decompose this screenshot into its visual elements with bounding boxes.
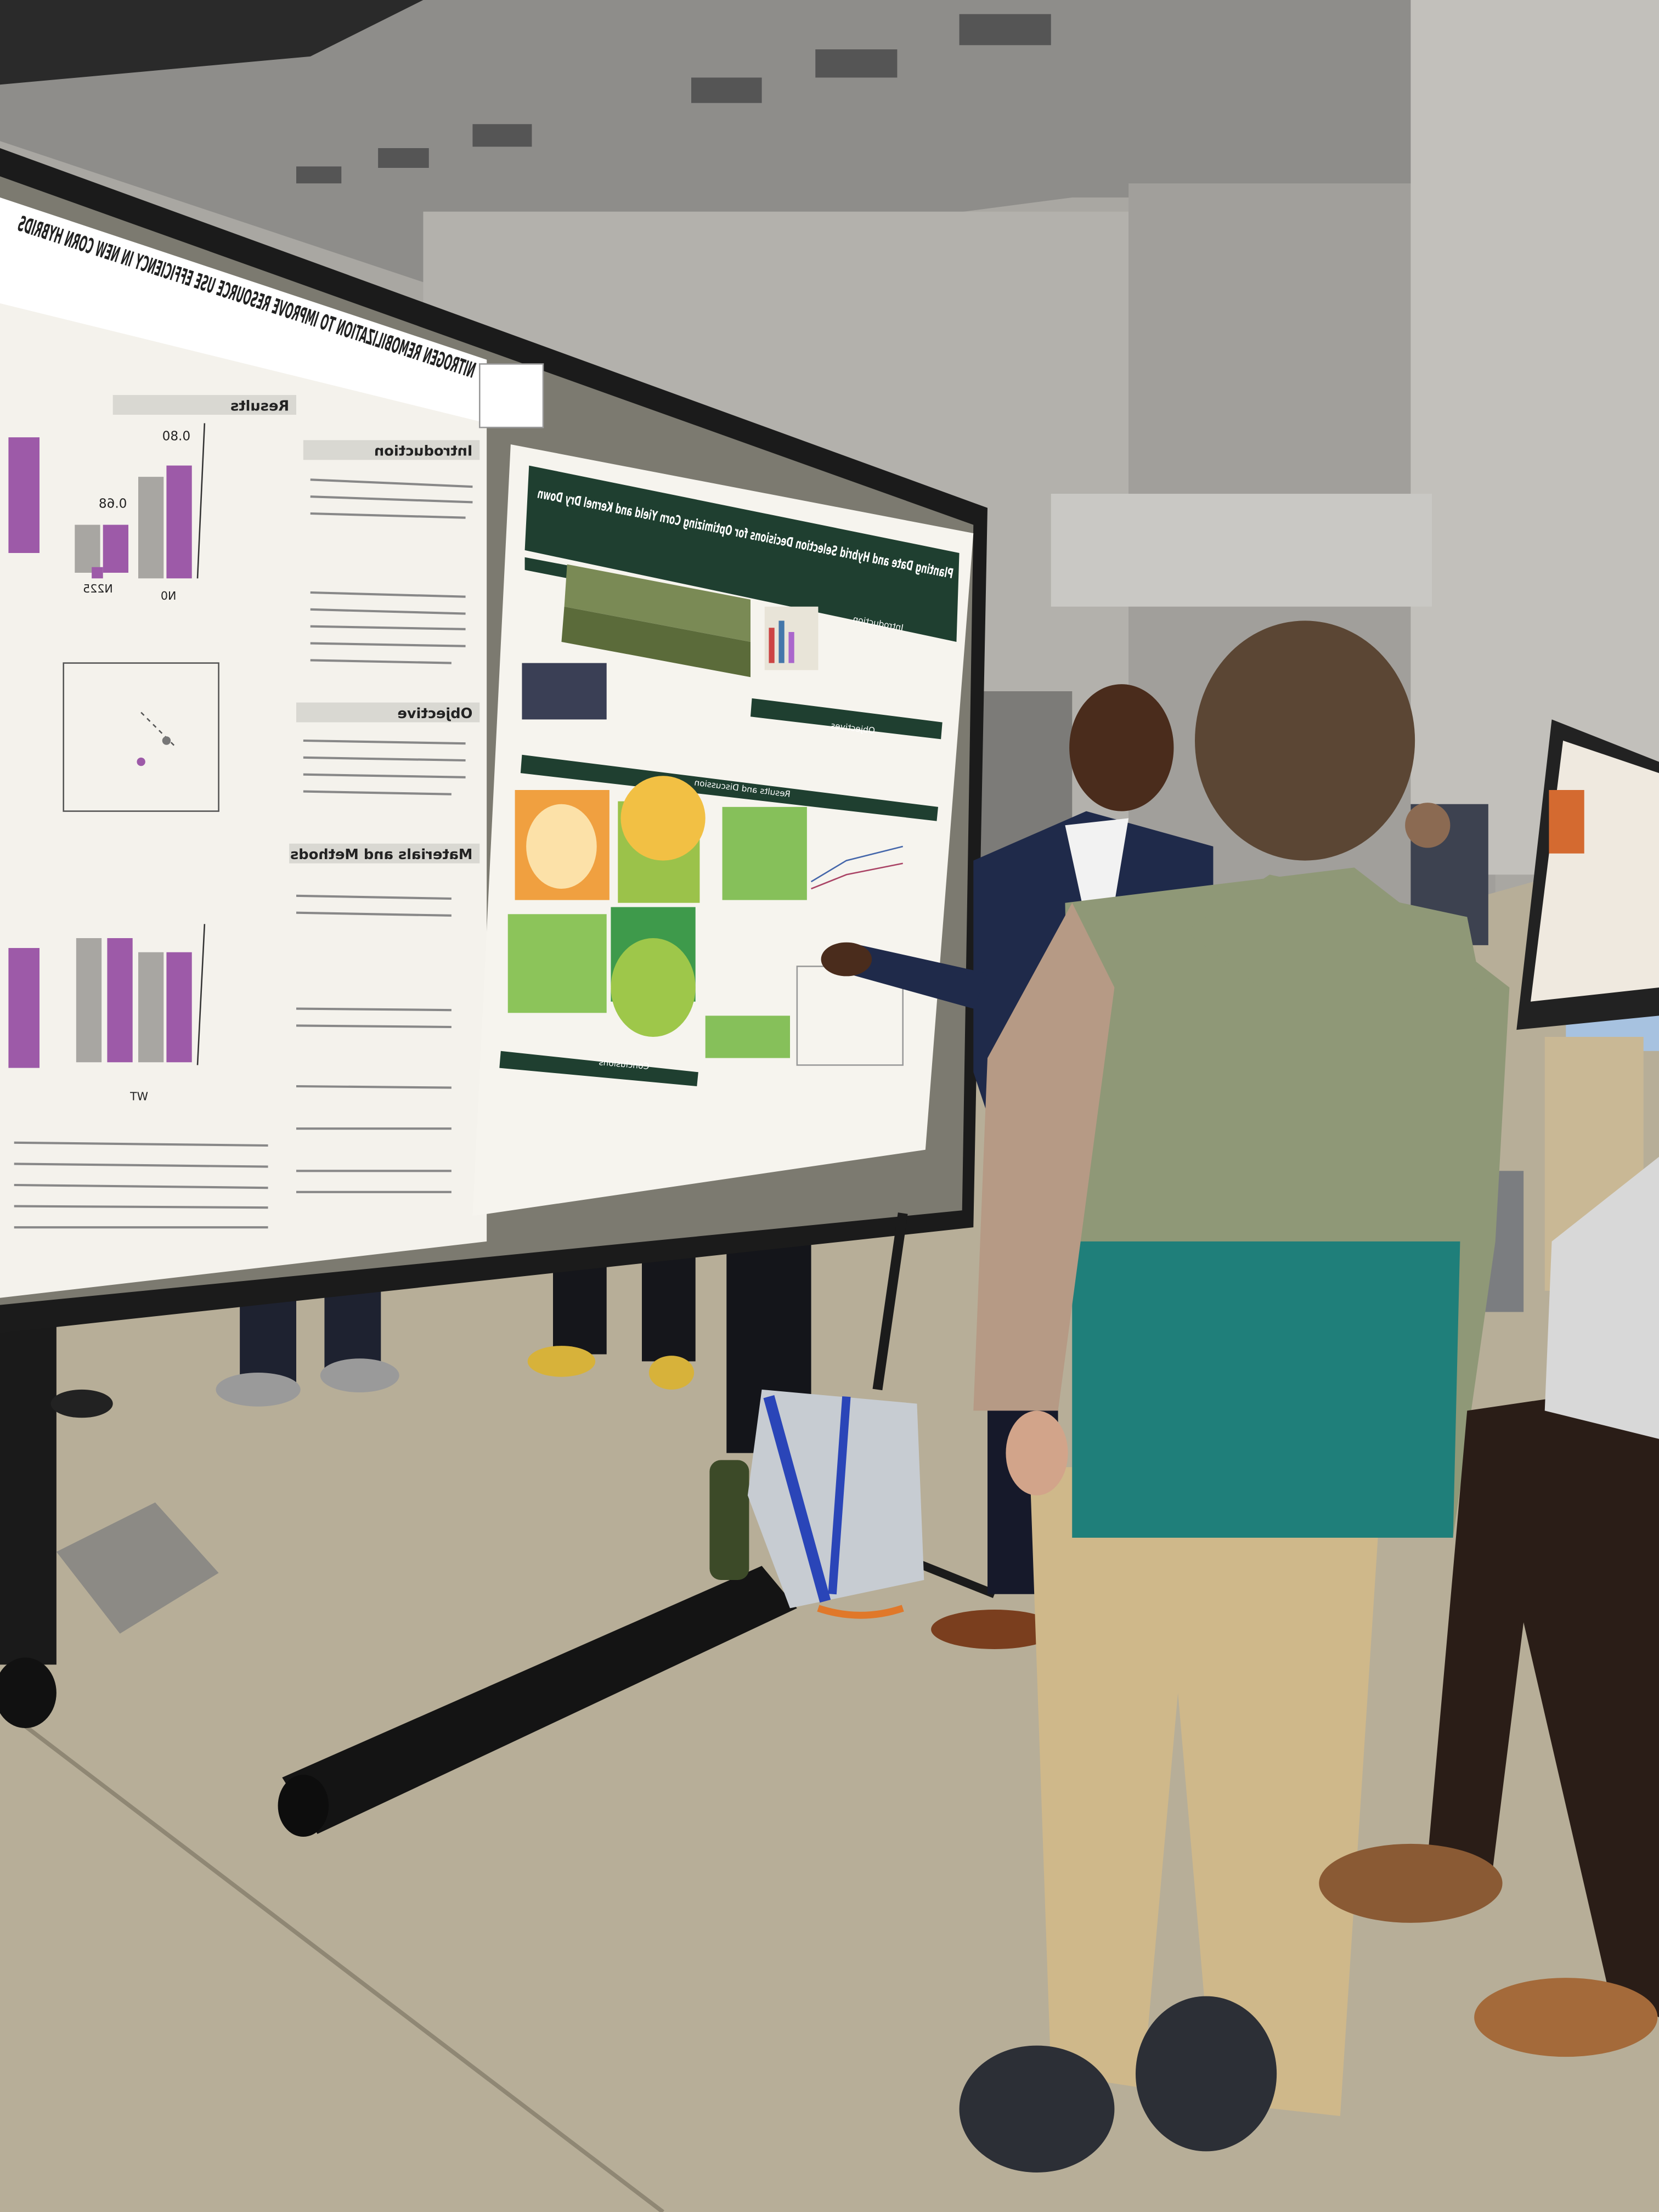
- right-person: [1319, 1156, 1659, 2057]
- bar: [75, 524, 100, 573]
- bar: [107, 938, 133, 1063]
- floor-plate: [56, 1502, 219, 1634]
- bar: [76, 938, 102, 1063]
- left-poster-charts: 0.80 0.68 N0 N225 WT: [8, 423, 219, 1103]
- scatter-frame: [63, 662, 219, 812]
- bar-label: 0.68: [99, 497, 127, 511]
- bar: [166, 465, 192, 579]
- ceiling-dark: [0, 0, 424, 85]
- left-poster-sections: Introduction Objective Materials and Met…: [112, 395, 480, 864]
- bottle: [709, 1460, 749, 1580]
- floor-items: [278, 1389, 924, 1837]
- bar: [138, 952, 164, 1063]
- bar-label: 0.80: [162, 429, 191, 443]
- bar: [8, 948, 40, 1068]
- board-leg: [872, 1212, 908, 1391]
- category-label: N225: [83, 582, 113, 595]
- poster-number-card: [479, 363, 544, 428]
- section-title: Objective: [397, 706, 472, 722]
- distant-figure: [1549, 790, 1584, 854]
- section-bar: [112, 395, 296, 415]
- pillar: [1410, 0, 1659, 875]
- poster-tube: [282, 1566, 797, 1834]
- section-title: Results: [230, 398, 289, 414]
- bar: [103, 524, 128, 573]
- section-bar: [296, 702, 480, 723]
- visitor: [959, 620, 1510, 2172]
- section-bar: [303, 440, 480, 460]
- ceiling: [0, 0, 1524, 283]
- floor-seam: [0, 1705, 664, 2212]
- bar: [166, 952, 192, 1063]
- category-label: N0: [161, 589, 176, 602]
- section-bar: [289, 843, 480, 864]
- bar: [8, 437, 40, 553]
- bar: [138, 477, 164, 579]
- left-poster-header: [0, 198, 487, 424]
- section-title: Introduction: [374, 443, 472, 460]
- vent-box: [1051, 494, 1432, 607]
- section-title: Materials and Methods: [290, 847, 472, 863]
- legend-label: WT: [130, 1090, 148, 1103]
- left-poster-text: [14, 478, 473, 1229]
- right-poster-figures: [507, 564, 904, 1066]
- vents: [296, 14, 1051, 184]
- right-poster-header: [524, 465, 960, 642]
